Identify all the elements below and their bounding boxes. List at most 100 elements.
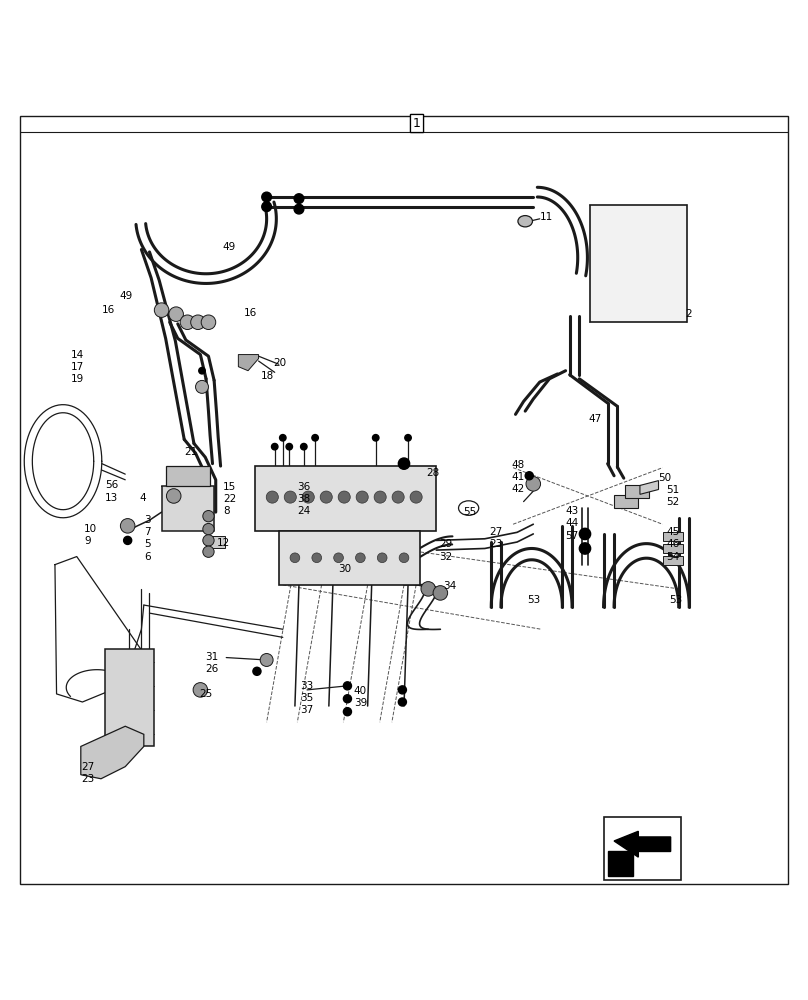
Circle shape — [398, 698, 406, 706]
Bar — [604, 817, 681, 880]
Text: 53: 53 — [669, 595, 682, 605]
Circle shape — [203, 523, 214, 535]
Circle shape — [374, 491, 386, 503]
Text: 53: 53 — [528, 595, 541, 605]
Circle shape — [302, 491, 314, 503]
Text: 9: 9 — [84, 536, 90, 546]
Circle shape — [262, 192, 271, 202]
Circle shape — [301, 443, 307, 450]
Text: 1: 1 — [412, 117, 420, 130]
Text: 38: 38 — [297, 494, 310, 504]
Bar — [279, 531, 420, 585]
Circle shape — [253, 667, 261, 675]
Polygon shape — [614, 831, 671, 857]
Text: 18: 18 — [261, 371, 274, 381]
Circle shape — [203, 535, 214, 546]
Text: 47: 47 — [588, 414, 601, 424]
Ellipse shape — [459, 501, 478, 515]
Bar — [162, 486, 214, 531]
Circle shape — [356, 553, 365, 563]
Text: 32: 32 — [440, 552, 452, 562]
Circle shape — [284, 491, 297, 503]
Text: 13: 13 — [105, 493, 118, 503]
Circle shape — [312, 435, 318, 441]
Circle shape — [191, 315, 205, 330]
Bar — [663, 556, 683, 565]
Text: 49: 49 — [120, 291, 133, 301]
Circle shape — [433, 586, 448, 600]
Text: 48: 48 — [511, 460, 524, 470]
Text: 10: 10 — [84, 524, 97, 534]
Text: 45: 45 — [667, 527, 680, 537]
Text: 42: 42 — [511, 484, 524, 494]
Circle shape — [169, 307, 183, 321]
Circle shape — [290, 553, 300, 563]
Text: 30: 30 — [338, 564, 351, 574]
Text: 6: 6 — [144, 552, 150, 562]
Circle shape — [294, 194, 304, 203]
Bar — [614, 495, 638, 508]
Text: 17: 17 — [71, 362, 84, 372]
Text: 35: 35 — [301, 693, 314, 703]
Text: 33: 33 — [301, 681, 314, 691]
Circle shape — [196, 380, 208, 393]
Text: 21: 21 — [184, 447, 197, 457]
Bar — [590, 205, 687, 322]
Text: 27: 27 — [81, 762, 94, 772]
Text: 1: 1 — [412, 117, 420, 130]
Circle shape — [280, 435, 286, 441]
Text: 27: 27 — [490, 527, 503, 537]
Circle shape — [421, 582, 436, 596]
Circle shape — [525, 472, 533, 480]
Text: 34: 34 — [443, 581, 456, 591]
Text: 25: 25 — [199, 689, 212, 699]
Text: 28: 28 — [427, 468, 440, 478]
Text: 41: 41 — [511, 472, 524, 482]
Circle shape — [392, 491, 404, 503]
Text: 3: 3 — [144, 515, 150, 525]
Text: 14: 14 — [71, 350, 84, 360]
Circle shape — [343, 682, 351, 690]
Text: 52: 52 — [667, 497, 680, 507]
Text: 5: 5 — [144, 539, 150, 549]
Text: 44: 44 — [566, 518, 579, 528]
Circle shape — [398, 458, 410, 469]
Circle shape — [180, 315, 195, 330]
Circle shape — [267, 491, 278, 503]
Text: 12: 12 — [217, 538, 229, 548]
Circle shape — [312, 553, 322, 563]
Circle shape — [410, 491, 422, 503]
Text: 57: 57 — [566, 531, 579, 541]
Circle shape — [339, 491, 351, 503]
Circle shape — [320, 491, 332, 503]
Text: 51: 51 — [667, 485, 680, 495]
Text: 46: 46 — [667, 539, 680, 549]
Text: 39: 39 — [354, 698, 367, 708]
Text: 7: 7 — [144, 527, 150, 537]
Circle shape — [377, 553, 387, 563]
Circle shape — [343, 708, 351, 716]
Bar — [255, 466, 436, 531]
Circle shape — [286, 443, 292, 450]
Text: 54: 54 — [667, 552, 680, 562]
Ellipse shape — [518, 216, 532, 227]
Circle shape — [203, 546, 214, 557]
Text: 29: 29 — [440, 539, 452, 549]
Text: 56: 56 — [105, 480, 118, 490]
Bar — [608, 851, 633, 876]
Text: 23: 23 — [490, 539, 503, 549]
Text: 15: 15 — [223, 482, 236, 492]
Text: 24: 24 — [297, 506, 310, 516]
Bar — [663, 544, 683, 553]
Text: 8: 8 — [223, 506, 229, 516]
Text: 22: 22 — [223, 494, 236, 504]
Circle shape — [271, 443, 278, 450]
Text: 43: 43 — [566, 506, 579, 516]
Text: 2: 2 — [685, 309, 692, 319]
Bar — [166, 466, 210, 486]
Bar — [625, 485, 649, 498]
Circle shape — [201, 315, 216, 330]
Circle shape — [405, 435, 411, 441]
Bar — [105, 649, 154, 746]
Circle shape — [399, 553, 409, 563]
